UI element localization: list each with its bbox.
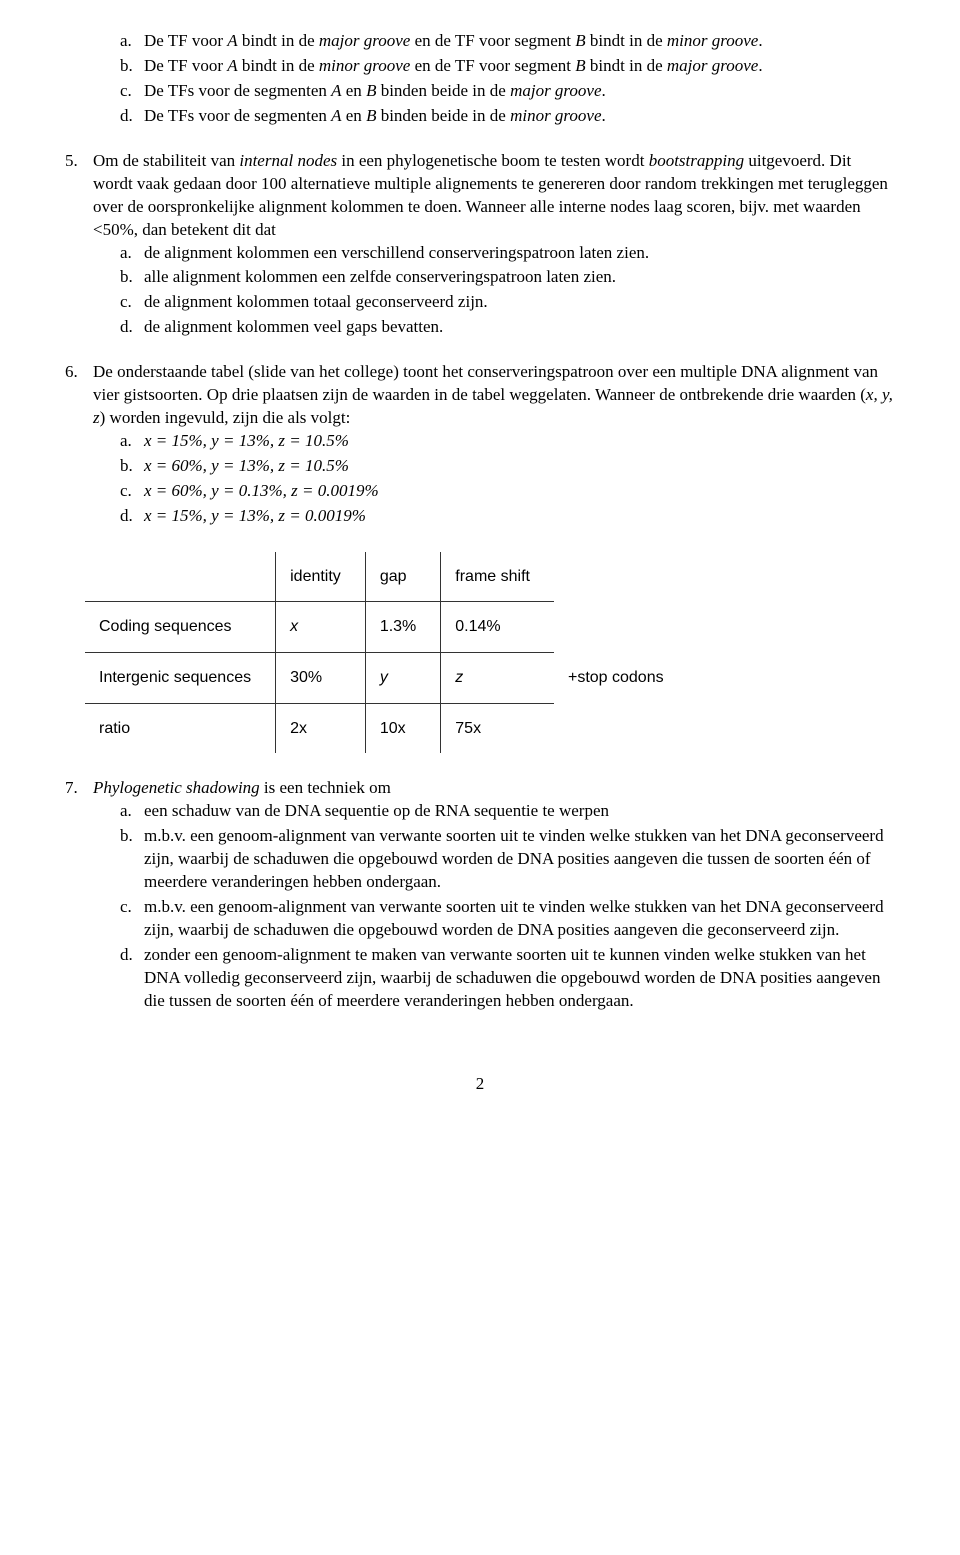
table-cell: [554, 703, 688, 753]
option-text: De TF voor A bindt in de minor groove en…: [144, 55, 895, 78]
option-text: alle alignment kolommen een zelfde conse…: [144, 266, 895, 289]
q6-option-list: a.x = 15%, y = 13%, z = 10.5% b.x = 60%,…: [120, 430, 895, 528]
table-cell: 2x: [276, 703, 366, 753]
q5-option-a: a.de alignment kolommen een verschillend…: [120, 242, 895, 265]
table-cell: 0.14%: [441, 602, 554, 653]
q4-option-b: b. De TF voor A bindt in de minor groove…: [120, 55, 895, 78]
option-letter: b.: [120, 55, 144, 78]
table-cell: 30%: [276, 653, 366, 704]
option-letter: d.: [120, 944, 144, 1013]
q5-option-c: c.de alignment kolommen totaal geconserv…: [120, 291, 895, 314]
conservation-table: identity gap frame shift Coding sequence…: [85, 552, 895, 753]
option-text: een schaduw van de DNA sequentie op de R…: [144, 800, 895, 823]
option-letter: a.: [120, 242, 144, 265]
q5-option-list: a.de alignment kolommen een verschillend…: [120, 242, 895, 340]
table-cell: +stop codons: [554, 653, 688, 704]
option-letter: a.: [120, 430, 144, 453]
option-letter: c.: [120, 896, 144, 942]
option-text: zonder een genoom-alignment te maken van…: [144, 944, 895, 1013]
q5-option-d: d.de alignment kolommen veel gaps bevatt…: [120, 316, 895, 339]
table-cell: y: [365, 653, 440, 704]
question-4-options: a. De TF voor A bindt in de major groove…: [65, 30, 895, 128]
q7-option-a: a.een schaduw van de DNA sequentie op de…: [120, 800, 895, 823]
option-text: de alignment kolommen een verschillend c…: [144, 242, 895, 265]
question-body: Phylogenetic shadowing is een techniek o…: [93, 777, 895, 800]
q6-option-a: a.x = 15%, y = 13%, z = 10.5%: [120, 430, 895, 453]
option-letter: a.: [120, 30, 144, 53]
table-cell: ratio: [85, 703, 276, 753]
option-text: x = 15%, y = 13%, z = 10.5%: [144, 430, 895, 453]
option-text: m.b.v. een genoom-alignment van verwante…: [144, 825, 895, 894]
q6-option-d: d.x = 15%, y = 13%, z = 0.0019%: [120, 505, 895, 528]
question-body: Om de stabiliteit van internal nodes in …: [93, 150, 895, 242]
q7-header: 7. Phylogenetic shadowing is een technie…: [65, 777, 895, 800]
option-letter: c.: [120, 291, 144, 314]
q5-option-b: b.alle alignment kolommen een zelfde con…: [120, 266, 895, 289]
question-number: 7.: [65, 777, 93, 800]
table-row: ratio 2x 10x 75x: [85, 703, 688, 753]
option-letter: a.: [120, 800, 144, 823]
table-header-gap: gap: [365, 552, 440, 602]
q4-option-c: c. De TFs voor de segmenten A en B binde…: [120, 80, 895, 103]
table-row: Coding sequences x 1.3% 0.14%: [85, 602, 688, 653]
option-text: De TF voor A bindt in de major groove en…: [144, 30, 895, 53]
table-header-extra: [554, 552, 688, 602]
q7-option-b: b.m.b.v. een genoom-alignment van verwan…: [120, 825, 895, 894]
option-letter: b.: [120, 825, 144, 894]
table-cell: z: [441, 653, 554, 704]
table-row: Intergenic sequences 30% y z +stop codon…: [85, 653, 688, 704]
q4-option-d: d. De TFs voor de segmenten A en B binde…: [120, 105, 895, 128]
table-cell: [554, 602, 688, 653]
table-header-row: identity gap frame shift: [85, 552, 688, 602]
q7-option-c: c.m.b.v. een genoom-alignment van verwan…: [120, 896, 895, 942]
table-header-blank: [85, 552, 276, 602]
page-number: 2: [65, 1073, 895, 1096]
table-cell: 1.3%: [365, 602, 440, 653]
question-6: 6. De onderstaande tabel (slide van het …: [65, 361, 895, 528]
option-letter: c.: [120, 80, 144, 103]
q5-header: 5. Om de stabiliteit van internal nodes …: [65, 150, 895, 242]
option-text: De TFs voor de segmenten A en B binden b…: [144, 105, 895, 128]
q4-option-list: a. De TF voor A bindt in de major groove…: [120, 30, 895, 128]
table-cell: Intergenic sequences: [85, 653, 276, 704]
table-cell: 75x: [441, 703, 554, 753]
option-text: m.b.v. een genoom-alignment van verwante…: [144, 896, 895, 942]
option-text: De TFs voor de segmenten A en B binden b…: [144, 80, 895, 103]
question-number: 6.: [65, 361, 93, 430]
option-text: x = 15%, y = 13%, z = 0.0019%: [144, 505, 895, 528]
option-letter: b.: [120, 455, 144, 478]
option-letter: b.: [120, 266, 144, 289]
question-7: 7. Phylogenetic shadowing is een technie…: [65, 777, 895, 1012]
table-header-frameshift: frame shift: [441, 552, 554, 602]
table-cell: Coding sequences: [85, 602, 276, 653]
table-header-identity: identity: [276, 552, 366, 602]
q4-option-a: a. De TF voor A bindt in de major groove…: [120, 30, 895, 53]
question-number: 5.: [65, 150, 93, 242]
table-cell: 10x: [365, 703, 440, 753]
table-cell: x: [276, 602, 366, 653]
option-letter: d.: [120, 505, 144, 528]
q7-option-d: d.zonder een genoom-alignment te maken v…: [120, 944, 895, 1013]
table: identity gap frame shift Coding sequence…: [85, 552, 688, 753]
q6-header: 6. De onderstaande tabel (slide van het …: [65, 361, 895, 430]
option-text: de alignment kolommen veel gaps bevatten…: [144, 316, 895, 339]
option-letter: d.: [120, 105, 144, 128]
option-letter: c.: [120, 480, 144, 503]
option-text: x = 60%, y = 13%, z = 10.5%: [144, 455, 895, 478]
q7-option-list: a.een schaduw van de DNA sequentie op de…: [120, 800, 895, 1012]
question-5: 5. Om de stabiliteit van internal nodes …: [65, 150, 895, 340]
question-body: De onderstaande tabel (slide van het col…: [93, 361, 895, 430]
option-text: de alignment kolommen totaal geconservee…: [144, 291, 895, 314]
q6-option-b: b.x = 60%, y = 13%, z = 10.5%: [120, 455, 895, 478]
option-text: x = 60%, y = 0.13%, z = 0.0019%: [144, 480, 895, 503]
option-letter: d.: [120, 316, 144, 339]
q6-option-c: c.x = 60%, y = 0.13%, z = 0.0019%: [120, 480, 895, 503]
